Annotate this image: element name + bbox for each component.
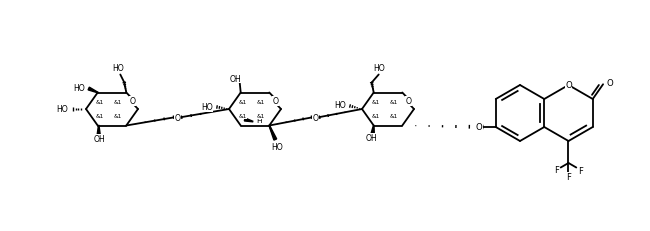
Text: F: F xyxy=(578,166,583,175)
Text: O: O xyxy=(129,97,135,106)
Polygon shape xyxy=(88,88,98,93)
Text: HO: HO xyxy=(272,142,283,151)
Text: HO: HO xyxy=(202,103,213,112)
Polygon shape xyxy=(269,126,277,140)
Text: &1: &1 xyxy=(114,100,122,105)
Polygon shape xyxy=(98,126,100,135)
Text: OH: OH xyxy=(230,75,242,84)
Text: O: O xyxy=(175,113,181,122)
Text: F: F xyxy=(554,166,559,175)
Text: HO: HO xyxy=(373,64,385,73)
Text: F: F xyxy=(566,173,571,182)
Text: O: O xyxy=(606,78,614,87)
Text: OH: OH xyxy=(94,134,105,143)
Text: O: O xyxy=(475,123,482,132)
Text: OH: OH xyxy=(366,134,378,142)
Text: &1: &1 xyxy=(372,100,380,105)
Text: HO: HO xyxy=(334,101,346,110)
Text: O: O xyxy=(272,97,278,106)
Text: &1: &1 xyxy=(239,100,247,105)
Text: H: H xyxy=(256,118,261,124)
Text: O: O xyxy=(313,113,318,122)
Text: &1: &1 xyxy=(390,100,398,105)
Text: HO: HO xyxy=(57,105,68,114)
Polygon shape xyxy=(371,126,374,134)
Text: O: O xyxy=(565,80,572,89)
Text: HO: HO xyxy=(73,84,84,93)
Polygon shape xyxy=(244,119,253,122)
Text: &1: &1 xyxy=(239,114,247,119)
Text: HO: HO xyxy=(112,64,124,73)
Text: O: O xyxy=(405,97,411,106)
Text: &1: &1 xyxy=(96,114,104,119)
Text: &1: &1 xyxy=(372,114,380,119)
Text: &1: &1 xyxy=(257,114,265,119)
Text: &1: &1 xyxy=(96,100,104,105)
Text: &1: &1 xyxy=(257,100,265,105)
Text: &1: &1 xyxy=(114,114,122,119)
Text: &1: &1 xyxy=(390,114,398,119)
